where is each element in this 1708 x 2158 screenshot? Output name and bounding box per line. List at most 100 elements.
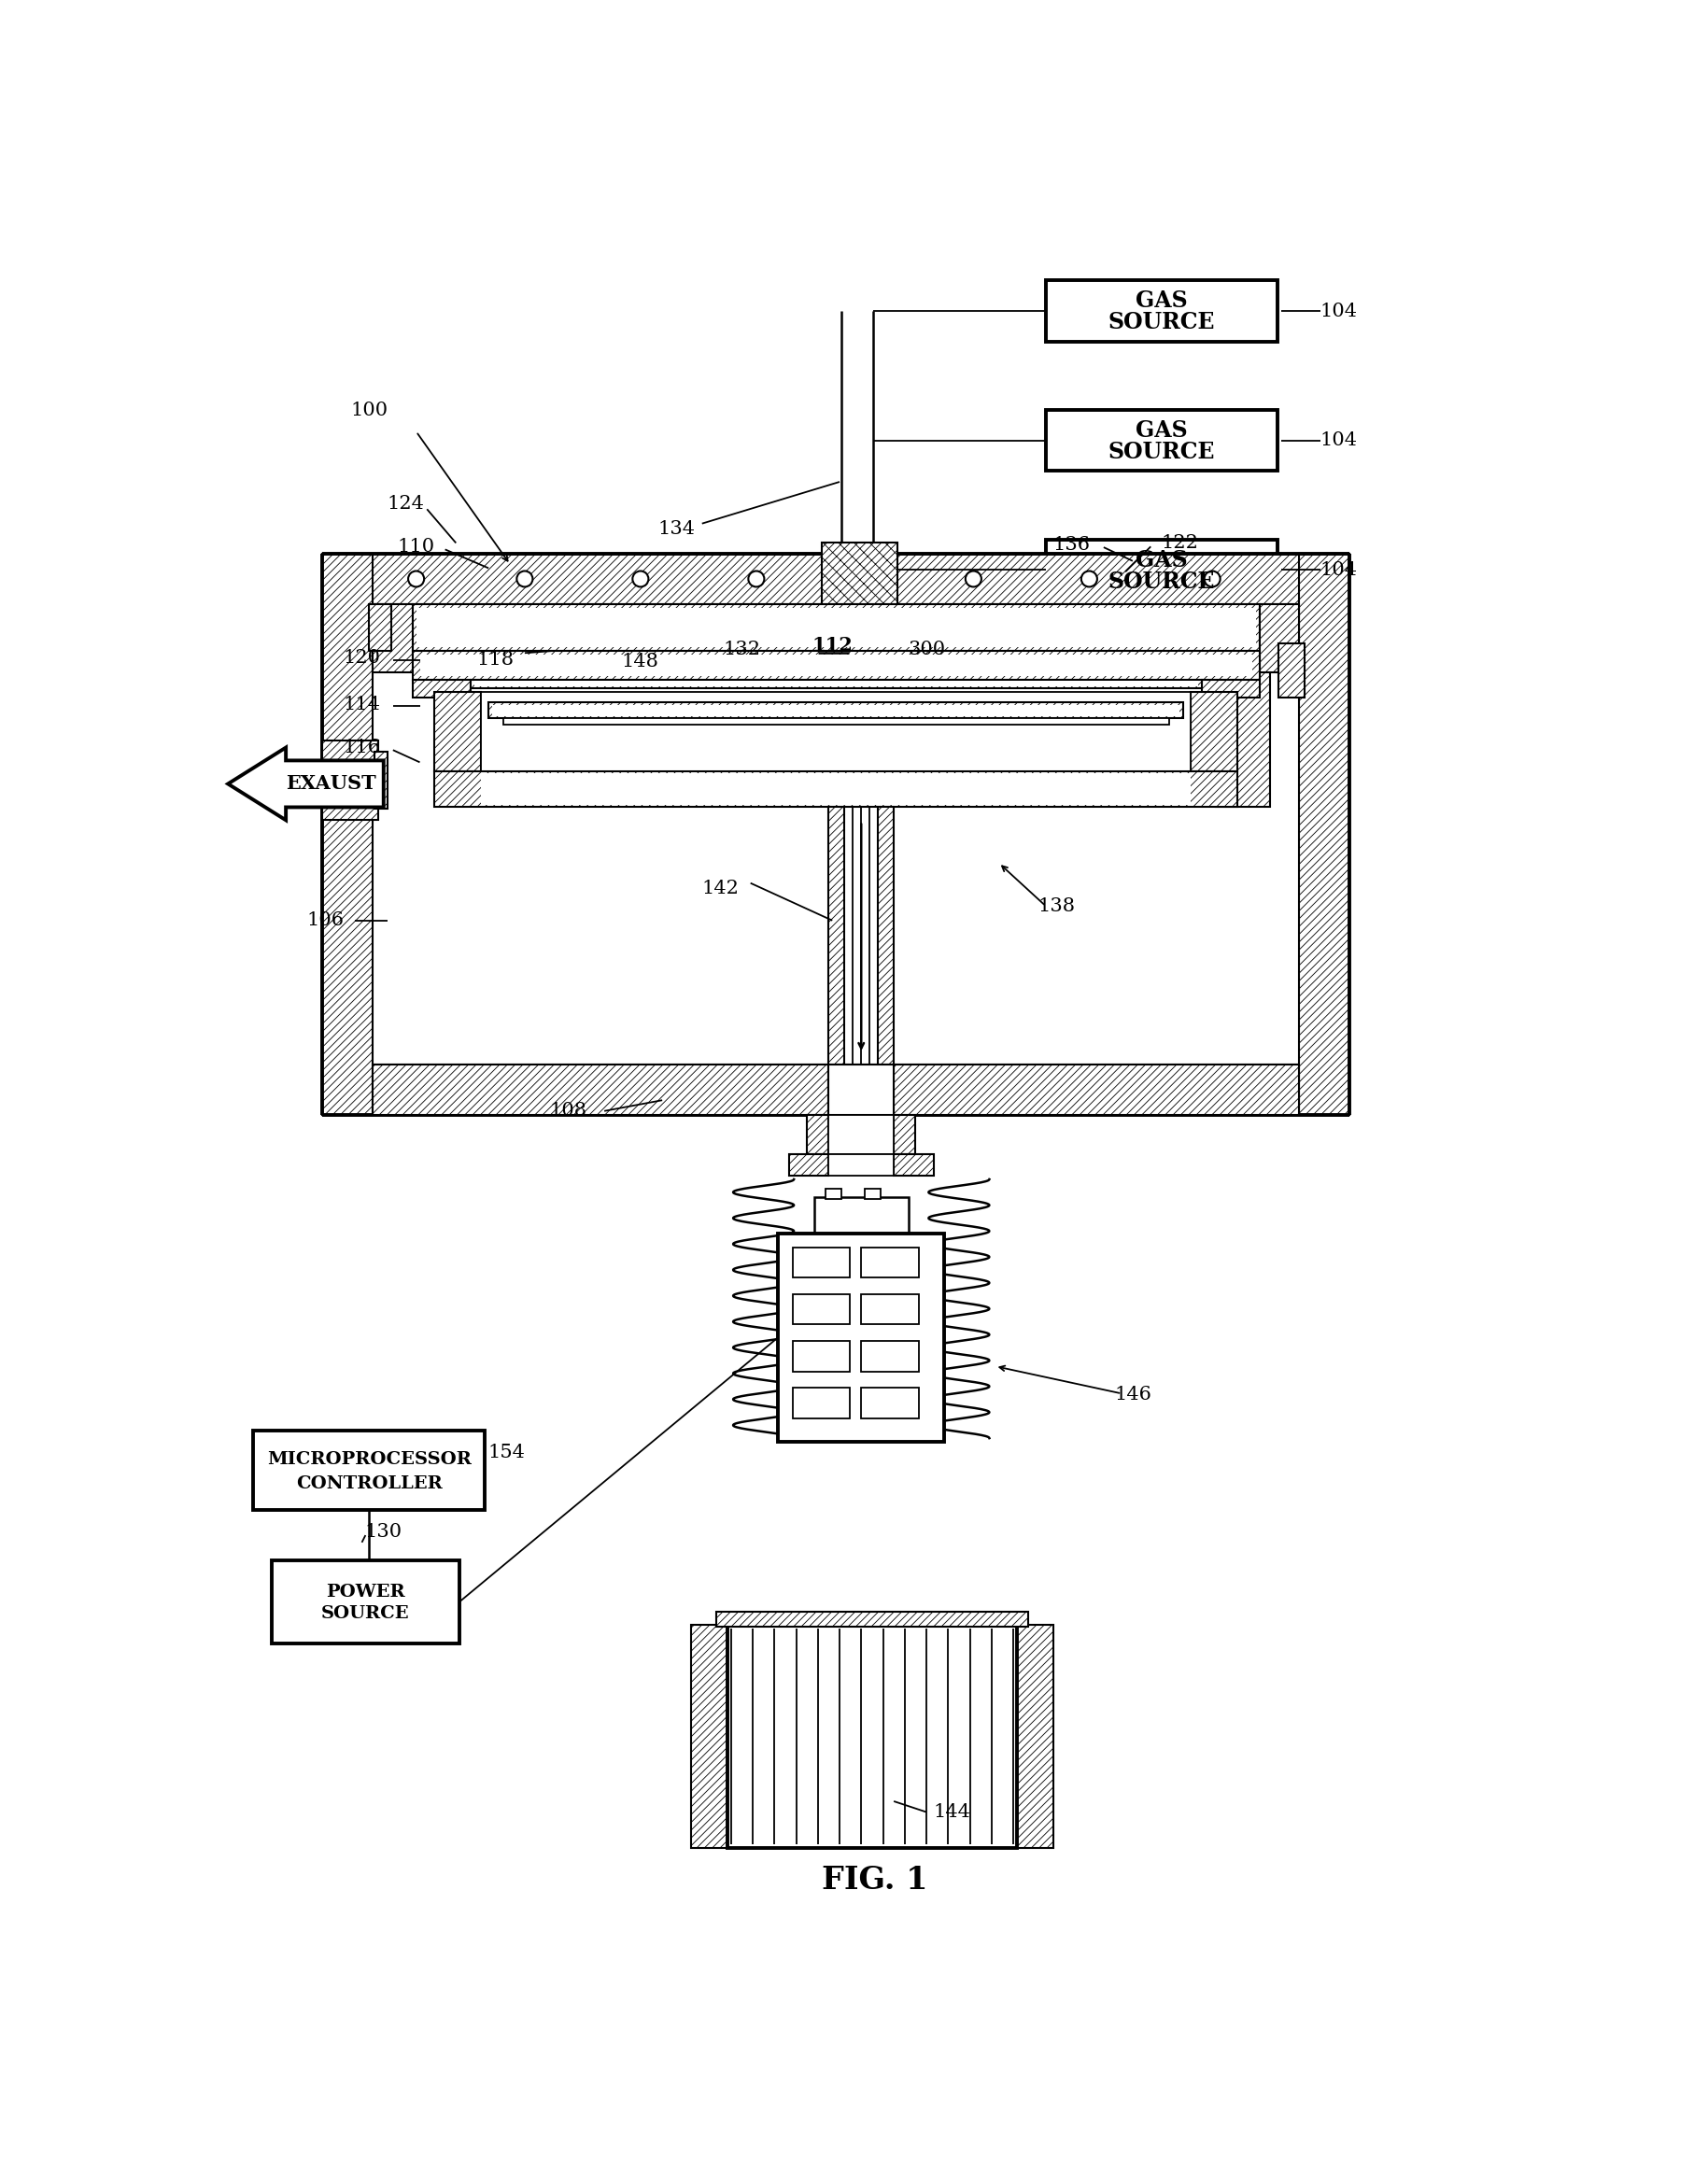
Bar [420,654,1252,675]
Text: SOURCE: SOURCE [1108,440,1214,464]
Bar [253,1431,485,1511]
Text: 110: 110 [398,537,436,555]
Polygon shape [227,747,384,820]
Text: GAS: GAS [1136,289,1187,313]
Text: 134: 134 [658,520,695,537]
Text: 122: 122 [1161,533,1199,552]
Text: FIG. 1: FIG. 1 [822,1865,927,1895]
Bar [1216,652,1271,807]
Bar [1045,410,1278,470]
Bar [828,1064,893,1114]
Bar [1300,555,1349,1114]
Bar [692,1625,728,1847]
Bar [822,544,897,604]
Bar [1201,680,1259,697]
Text: 144: 144 [933,1804,970,1821]
Bar [1259,604,1300,673]
Bar [793,1340,851,1370]
Bar [716,1612,1028,1627]
Bar [482,693,1190,770]
Text: 132: 132 [722,641,760,658]
Text: 108: 108 [550,1103,588,1120]
Bar [323,740,379,820]
Bar [828,1155,893,1176]
Bar [864,1189,881,1198]
Text: GAS: GAS [1136,419,1187,442]
Bar [323,1064,1349,1114]
Bar [1016,1625,1054,1847]
Text: 148: 148 [622,652,659,671]
Bar [861,1388,919,1418]
Text: 118: 118 [477,652,514,669]
Circle shape [1204,572,1220,587]
Text: 104: 104 [1320,302,1358,319]
Bar [413,604,1259,652]
Text: 142: 142 [702,878,740,898]
Circle shape [632,572,649,587]
Bar [417,609,1255,647]
Text: 114: 114 [343,695,381,714]
Bar [323,555,1349,604]
Bar [815,1198,909,1232]
Bar [893,1114,915,1155]
Bar [372,604,1300,1064]
Bar [372,1064,828,1114]
Text: 124: 124 [386,494,424,511]
Bar [488,704,1184,719]
Bar [861,1295,919,1325]
Text: 112: 112 [811,637,852,654]
Bar [728,1625,1016,1847]
Bar [413,680,470,697]
Text: 146: 146 [1114,1385,1151,1405]
Text: 154: 154 [488,1444,526,1461]
Bar [861,1340,919,1370]
Bar [434,770,1238,807]
Text: EXAUST: EXAUST [285,775,376,794]
Bar [272,1560,459,1642]
Bar [793,1247,851,1278]
Bar [793,1388,851,1418]
Bar [825,1189,840,1198]
Circle shape [518,572,533,587]
Bar [793,1295,851,1325]
Text: GAS: GAS [1136,548,1187,572]
Text: 138: 138 [1038,898,1076,915]
Bar [374,751,388,809]
Bar [482,773,1190,805]
Bar [470,680,1201,688]
Bar [779,1232,945,1442]
Bar [861,1247,919,1278]
Bar [502,719,1168,725]
Circle shape [408,572,424,587]
Text: 116: 116 [343,738,381,757]
Text: MICROPROCESSOR: MICROPROCESSOR [266,1452,471,1467]
Bar [828,1114,893,1155]
Bar [475,682,1197,686]
Text: SOURCE: SOURCE [321,1606,410,1621]
Bar [434,693,482,770]
Bar [789,1155,828,1176]
Text: 100: 100 [350,401,388,419]
Bar [492,706,1180,716]
Bar [372,604,413,673]
Bar [806,1114,828,1155]
Bar [1279,643,1305,697]
Text: 130: 130 [366,1524,403,1541]
Text: 104: 104 [1320,561,1358,578]
Bar [828,807,844,1064]
Text: 106: 106 [307,911,345,930]
Bar [1045,540,1278,600]
Text: SOURCE: SOURCE [1108,311,1214,334]
Text: POWER: POWER [326,1584,405,1599]
Text: CONTROLLER: CONTROLLER [295,1476,442,1491]
Bar [893,1155,934,1176]
Text: SOURCE: SOURCE [1108,570,1214,593]
Bar [413,652,1259,680]
Bar [369,604,391,652]
Bar [1190,693,1238,770]
Circle shape [965,572,982,587]
Circle shape [1081,572,1097,587]
Circle shape [748,572,763,587]
Text: 136: 136 [1052,535,1090,552]
Bar [878,807,893,1064]
